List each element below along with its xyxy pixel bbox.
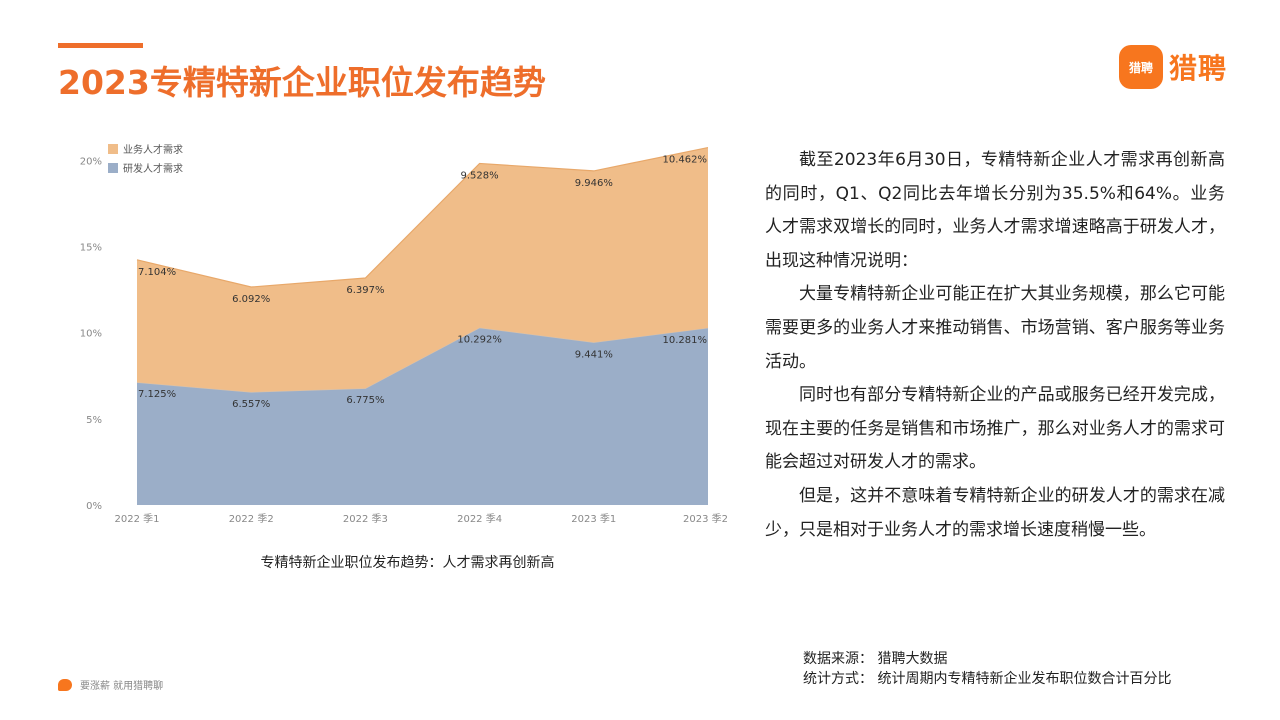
analysis-paragraph-2: 大量专精特新企业可能正在扩大其业务规模，那么它可能需要更多的业务人才来推动销售、… bbox=[765, 284, 1225, 372]
x-tick-label: 2022 季1 bbox=[115, 513, 160, 525]
data-labels: 7.125% 6.557% 6.775% 10.292% 9.441% 10.281% 7.… bbox=[138, 155, 707, 410]
area-series-1 bbox=[137, 327, 708, 505]
x-tick-label: 2022 季2 bbox=[229, 513, 274, 525]
analysis-text: 截至2023年6月30日，专精特新企业人才需求再创新高的同时，Q1、Q2同比去年… bbox=[765, 144, 1225, 547]
page-title: 2023专精特新企业职位发布趋势 bbox=[58, 63, 546, 102]
data-label: 7.104% bbox=[138, 267, 176, 278]
y-tick-label: 0% bbox=[86, 501, 102, 512]
x-tick-label: 2023 季2 bbox=[683, 513, 728, 525]
slogan: 要涨薪 就用猎聘聊 bbox=[58, 677, 163, 692]
chart-areas bbox=[136, 146, 709, 505]
area-series-2 bbox=[137, 147, 708, 393]
chart-caption: 专精特新企业职位发布趋势：人才需求再创新高 bbox=[260, 555, 555, 571]
stacked-area-chart: 0% 5% 10% 15% 20% 7.125% 6.557% 6.775% 10.292% 9… bbox=[80, 143, 729, 525]
analysis-paragraph-4: 但是，这并不意味着专精特新企业的研发人才的需求在减少，只是相对于业务人才的需求增… bbox=[765, 485, 1225, 540]
data-label: 6.775% bbox=[346, 395, 384, 406]
data-label: 7.125% bbox=[138, 389, 176, 400]
slogan-text: 要涨薪 就用猎聘聊 bbox=[80, 681, 164, 692]
x-tick-label: 2022 季4 bbox=[457, 513, 502, 525]
data-label: 10.281% bbox=[663, 335, 708, 346]
footer-notes: 数据来源： 猎聘大数据 统计方式： 统计周期内专精特新企业发布职位数合计百分比 bbox=[803, 649, 1171, 689]
legend-swatch bbox=[108, 144, 118, 154]
logo-badge-icon: 猎聘 bbox=[1119, 45, 1163, 89]
analysis-paragraph-1: 截至2023年6月30日，专精特新企业人才需求再创新高的同时，Q1、Q2同比去年… bbox=[765, 150, 1225, 271]
legend-swatch bbox=[108, 163, 118, 173]
y-tick-label: 10% bbox=[80, 329, 102, 340]
data-label: 6.557% bbox=[232, 399, 270, 410]
data-label: 10.292% bbox=[457, 335, 502, 346]
data-label: 9.441% bbox=[575, 349, 613, 360]
legend-label: 业务人才需求 bbox=[123, 143, 183, 156]
data-label: 6.092% bbox=[232, 294, 270, 305]
data-label: 9.528% bbox=[461, 170, 499, 181]
analysis-paragraph-3: 同时也有部分专精特新企业的产品或服务已经开发完成，现在主要的任务是销售和市场推广… bbox=[765, 385, 1225, 473]
statistics-method-note: 统计方式： 统计周期内专精特新企业发布职位数合计百分比 bbox=[803, 671, 1172, 687]
y-tick-label: 20% bbox=[80, 156, 102, 167]
x-tick-label: 2022 季3 bbox=[343, 513, 388, 525]
chat-bubble-icon bbox=[58, 678, 72, 691]
logo-text: 猎聘 bbox=[1169, 52, 1228, 85]
y-tick-label: 5% bbox=[86, 415, 102, 426]
legend-label: 研发人才需求 bbox=[123, 162, 183, 175]
x-tick-label: 2023 季1 bbox=[571, 513, 616, 525]
y-axis: 0% 5% 10% 15% 20% bbox=[80, 156, 102, 512]
area-edge-series-2 bbox=[136, 146, 709, 288]
data-label: 10.462% bbox=[663, 155, 708, 166]
y-tick-label: 15% bbox=[80, 243, 102, 254]
title-accent-bar bbox=[58, 43, 143, 48]
x-axis: 2022 季1 2022 季2 2022 季3 2022 季4 2023 季1 2023 … bbox=[115, 513, 729, 525]
liepin-logo: 猎聘 猎聘 bbox=[1119, 45, 1227, 89]
data-label: 9.946% bbox=[575, 178, 613, 189]
data-source-note: 数据来源： 猎聘大数据 bbox=[803, 651, 948, 667]
data-label: 6.397% bbox=[346, 285, 384, 296]
